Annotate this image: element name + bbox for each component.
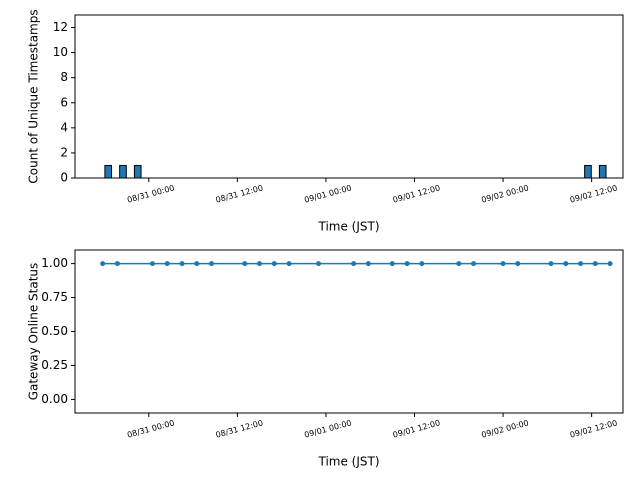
point — [271, 261, 277, 267]
x-tick-label: 09/01 00:00 — [303, 418, 352, 439]
point — [114, 261, 120, 267]
bar — [119, 164, 127, 179]
y-tick-label: 2 — [60, 145, 68, 159]
x-tick-label: 08/31 00:00 — [126, 183, 175, 204]
x-tick-label: 08/31 12:00 — [215, 418, 264, 439]
point — [242, 261, 248, 267]
point — [563, 261, 569, 267]
y-tick-label: 0.75 — [41, 290, 68, 304]
point — [351, 261, 357, 267]
x-tick-label: 09/01 12:00 — [392, 418, 441, 439]
point — [578, 261, 584, 267]
point — [149, 261, 155, 267]
y-tick-label: 0 — [60, 171, 68, 185]
y-axis-label: Gateway Online Status — [27, 263, 41, 401]
bar — [584, 164, 592, 179]
x-tick-label: 09/01 00:00 — [303, 183, 352, 204]
x-tick-label: 09/01 12:00 — [392, 183, 441, 204]
point — [100, 261, 106, 267]
y-tick-label: 6 — [60, 95, 68, 109]
point — [548, 261, 554, 267]
x-tick-label: 09/02 12:00 — [569, 183, 618, 204]
y-tick-label: 0.50 — [41, 324, 68, 338]
y-tick-label: 0.25 — [41, 358, 68, 372]
y-tick-label: 10 — [53, 45, 68, 59]
y-tick-label: 0.00 — [41, 392, 68, 406]
y-tick-label: 12 — [53, 20, 68, 34]
x-tick-label: 09/02 00:00 — [480, 418, 529, 439]
point — [257, 261, 263, 267]
x-tick-label: 08/31 12:00 — [215, 183, 264, 204]
x-tick-label: 09/02 12:00 — [569, 418, 618, 439]
point — [164, 261, 170, 267]
point — [456, 261, 462, 267]
point — [365, 261, 371, 267]
x-axis-label: Time (JST) — [317, 220, 379, 234]
point — [316, 261, 322, 267]
y-tick-label: 4 — [60, 120, 68, 134]
point — [607, 261, 613, 267]
bar — [104, 164, 113, 179]
point — [515, 261, 521, 267]
point — [404, 261, 410, 267]
point — [500, 261, 506, 267]
x-tick-label: 09/02 00:00 — [480, 183, 529, 204]
point — [209, 261, 215, 267]
x-tick-label: 08/31 00:00 — [126, 418, 175, 439]
point — [592, 261, 598, 267]
point — [286, 261, 292, 267]
point — [389, 261, 395, 267]
y-tick-label: 8 — [60, 70, 68, 84]
bar — [133, 164, 142, 179]
point — [194, 261, 200, 267]
axes-frame — [74, 249, 624, 414]
bar — [598, 164, 607, 179]
axes-frame — [74, 14, 624, 179]
y-axis-label: Count of Unique Timestamps — [27, 9, 41, 183]
y-tick-label: 1.00 — [41, 256, 68, 270]
point — [471, 261, 477, 267]
point — [179, 261, 185, 267]
point — [419, 261, 425, 267]
x-axis-label: Time (JST) — [317, 455, 379, 469]
